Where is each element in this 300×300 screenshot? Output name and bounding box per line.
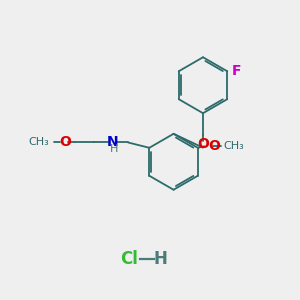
Text: O: O xyxy=(208,139,220,153)
Text: F: F xyxy=(232,64,242,78)
Text: Cl: Cl xyxy=(121,250,138,268)
Text: CH₃: CH₃ xyxy=(29,137,50,148)
Text: H: H xyxy=(110,144,118,154)
Text: N: N xyxy=(107,136,118,149)
Text: CH₃: CH₃ xyxy=(224,141,244,151)
Text: O: O xyxy=(197,137,209,151)
Text: H: H xyxy=(153,250,167,268)
Text: O: O xyxy=(59,136,71,149)
